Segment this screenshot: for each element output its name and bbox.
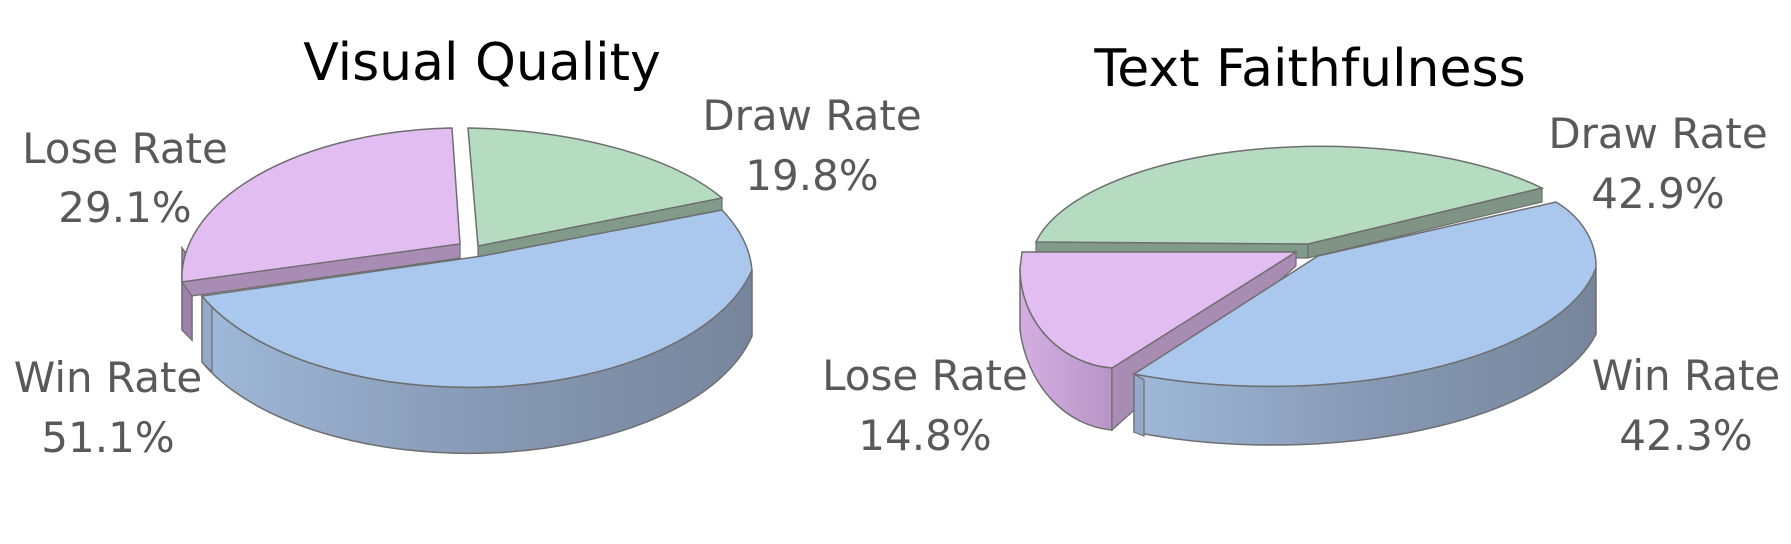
chart-text-faithfulness: Text Faithfulness Draw Rate 42.9% Win Ra… — [822, 39, 1780, 460]
pie-slice-win-face — [201, 294, 213, 374]
slice-label-value: 14.8% — [858, 411, 991, 460]
slice-label-value: 29.1% — [58, 183, 191, 232]
slice-label-name: Draw Rate — [702, 91, 921, 140]
chart-title: Visual Quality — [303, 33, 661, 93]
pie-slice-draw — [1034, 145, 1545, 245]
slice-label-value: 51.1% — [41, 413, 174, 462]
chart-visual-quality: Visual Quality Lose Rate 29.1% Draw Rate… — [14, 33, 922, 462]
pie-slice-lose — [1019, 251, 1299, 369]
slice-label-name: Win Rate — [1592, 351, 1781, 400]
pie-slice-win-face — [1133, 372, 1145, 437]
pie-slice-win — [1132, 201, 1597, 388]
pie-slice-lose — [181, 127, 461, 283]
pie-slice-lose-face — [180, 243, 461, 297]
pie-slice-draw — [467, 127, 724, 247]
slice-label-value: 42.9% — [1591, 169, 1724, 218]
pie-slice-win — [200, 209, 753, 389]
slice-label-name: Draw Rate — [1548, 109, 1767, 158]
pie-text-faithfulness — [1019, 145, 1597, 446]
slice-label-value: 19.8% — [745, 151, 878, 200]
pie-labels-visual-quality: Lose Rate 29.1% Draw Rate 19.8% Win Rate… — [14, 91, 922, 462]
slice-label-value: 42.3% — [1619, 411, 1752, 460]
slice-label-name: Win Rate — [14, 353, 203, 402]
chart-title: Text Faithfulness — [1093, 39, 1525, 99]
slice-label-name: Lose Rate — [822, 351, 1028, 400]
pie-labels-text-faithfulness: Draw Rate 42.9% Win Rate 42.3% Lose Rate… — [822, 109, 1780, 460]
pie-visual-quality — [180, 127, 753, 455]
slice-label-name: Lose Rate — [22, 124, 228, 173]
